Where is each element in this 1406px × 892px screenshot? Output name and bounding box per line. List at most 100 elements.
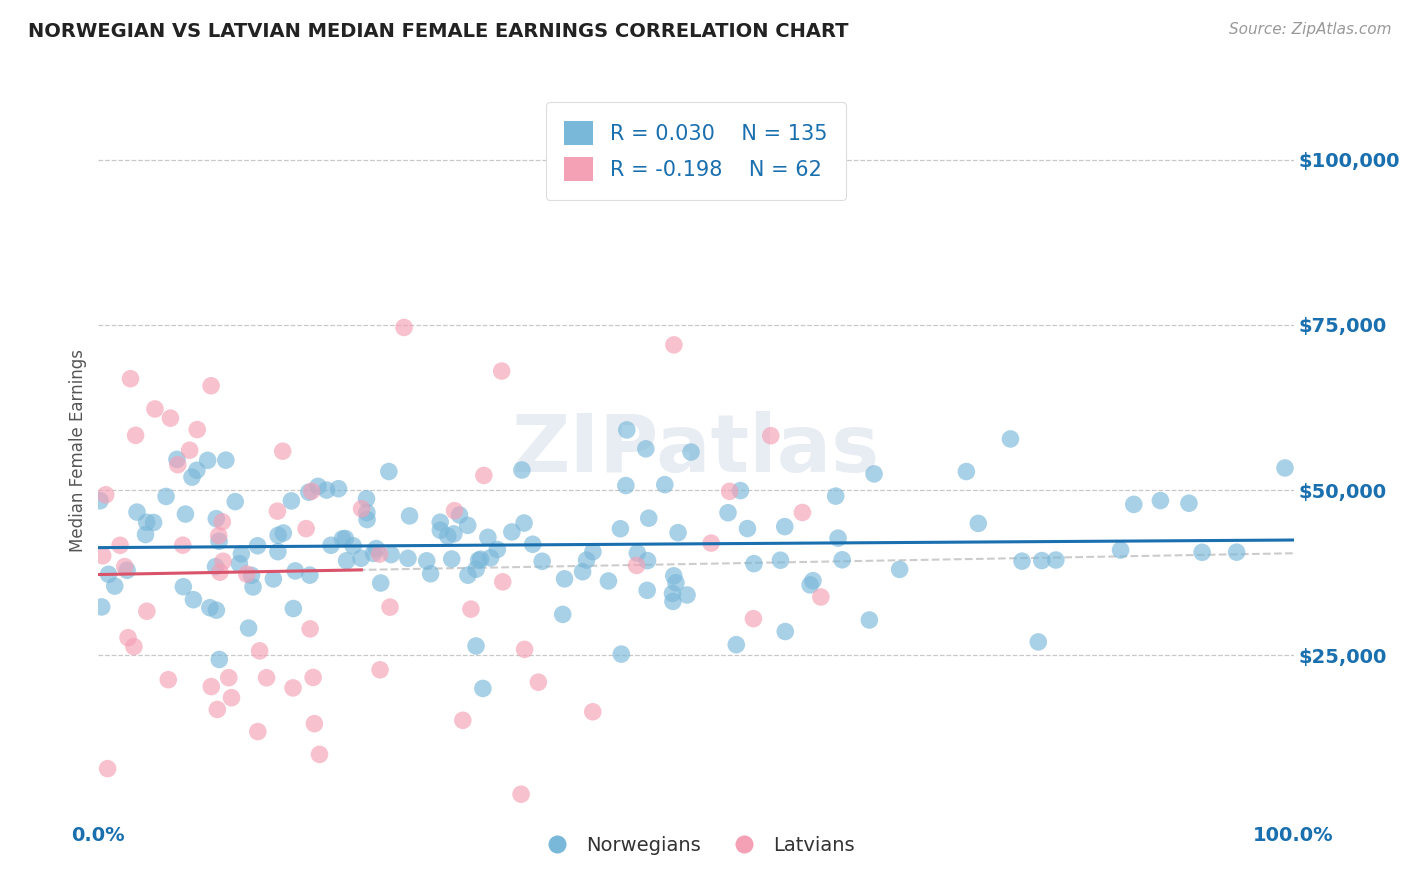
- Point: [208, 534, 231, 549]
- Point: [479, 550, 502, 565]
- Point: [510, 463, 533, 477]
- Point: [610, 647, 633, 661]
- Point: [1109, 543, 1132, 558]
- Point: [392, 320, 415, 334]
- Point: [295, 522, 318, 536]
- Point: [827, 531, 849, 545]
- Point: [429, 523, 451, 537]
- Point: [609, 522, 631, 536]
- Point: [773, 519, 796, 533]
- Point: [737, 522, 759, 536]
- Point: [531, 554, 554, 568]
- Point: [1045, 553, 1067, 567]
- Point: [124, 428, 146, 442]
- Point: [465, 639, 488, 653]
- Point: [665, 575, 688, 590]
- Point: [636, 583, 658, 598]
- Point: [307, 479, 329, 493]
- Point: [725, 638, 748, 652]
- Point: [792, 506, 814, 520]
- Point: [1226, 545, 1249, 559]
- Point: [662, 569, 685, 583]
- Point: [470, 552, 492, 566]
- Point: [378, 600, 401, 615]
- Point: [742, 612, 765, 626]
- Point: [240, 568, 263, 582]
- Point: [228, 557, 250, 571]
- Point: [135, 515, 157, 529]
- Point: [491, 364, 513, 378]
- Point: [186, 423, 208, 437]
- Point: [281, 681, 304, 695]
- Point: [571, 565, 593, 579]
- Point: [298, 568, 321, 582]
- Point: [1274, 461, 1296, 475]
- Text: NORWEGIAN VS LATVIAN MEDIAN FEMALE EARNINGS CORRELATION CHART: NORWEGIAN VS LATVIAN MEDIAN FEMALE EARNI…: [28, 22, 849, 41]
- Point: [356, 491, 378, 506]
- Point: [205, 603, 228, 617]
- Point: [1011, 554, 1033, 568]
- Point: [319, 538, 342, 552]
- Point: [208, 528, 231, 542]
- Point: [224, 494, 246, 508]
- Point: [831, 553, 853, 567]
- Point: [335, 532, 357, 546]
- Legend: Norwegians, Latvians: Norwegians, Latvians: [530, 828, 862, 863]
- Point: [104, 579, 127, 593]
- Point: [769, 553, 792, 567]
- Point: [429, 515, 451, 529]
- Point: [114, 559, 136, 574]
- Point: [626, 558, 648, 573]
- Point: [135, 527, 157, 541]
- Point: [328, 482, 350, 496]
- Point: [242, 580, 264, 594]
- Point: [799, 578, 821, 592]
- Point: [204, 559, 226, 574]
- Point: [398, 508, 420, 523]
- Point: [350, 501, 373, 516]
- Point: [1122, 497, 1144, 511]
- Point: [166, 458, 188, 472]
- Point: [174, 507, 197, 521]
- Point: [742, 557, 765, 571]
- Point: [342, 539, 364, 553]
- Point: [135, 604, 157, 618]
- Point: [256, 671, 278, 685]
- Point: [510, 787, 533, 801]
- Point: [366, 541, 388, 556]
- Point: [90, 599, 112, 614]
- Point: [662, 594, 685, 608]
- Point: [614, 478, 637, 492]
- Point: [299, 622, 322, 636]
- Point: [181, 470, 204, 484]
- Text: ZIPatlas: ZIPatlas: [512, 411, 880, 490]
- Point: [775, 624, 797, 639]
- Point: [449, 508, 471, 522]
- Point: [304, 716, 326, 731]
- Point: [582, 545, 605, 559]
- Point: [246, 539, 269, 553]
- Point: [551, 607, 574, 622]
- Point: [582, 705, 605, 719]
- Point: [125, 505, 148, 519]
- Point: [522, 537, 544, 551]
- Point: [889, 562, 911, 576]
- Point: [271, 526, 294, 541]
- Point: [271, 444, 294, 458]
- Point: [179, 443, 201, 458]
- Point: [198, 600, 221, 615]
- Point: [700, 536, 723, 550]
- Point: [301, 484, 323, 499]
- Point: [249, 644, 271, 658]
- Point: [97, 567, 120, 582]
- Point: [115, 563, 138, 577]
- Point: [858, 613, 880, 627]
- Point: [166, 452, 188, 467]
- Point: [157, 673, 180, 687]
- Point: [236, 567, 259, 582]
- Point: [183, 592, 205, 607]
- Point: [267, 528, 290, 542]
- Point: [396, 551, 419, 566]
- Point: [221, 690, 243, 705]
- Point: [262, 572, 284, 586]
